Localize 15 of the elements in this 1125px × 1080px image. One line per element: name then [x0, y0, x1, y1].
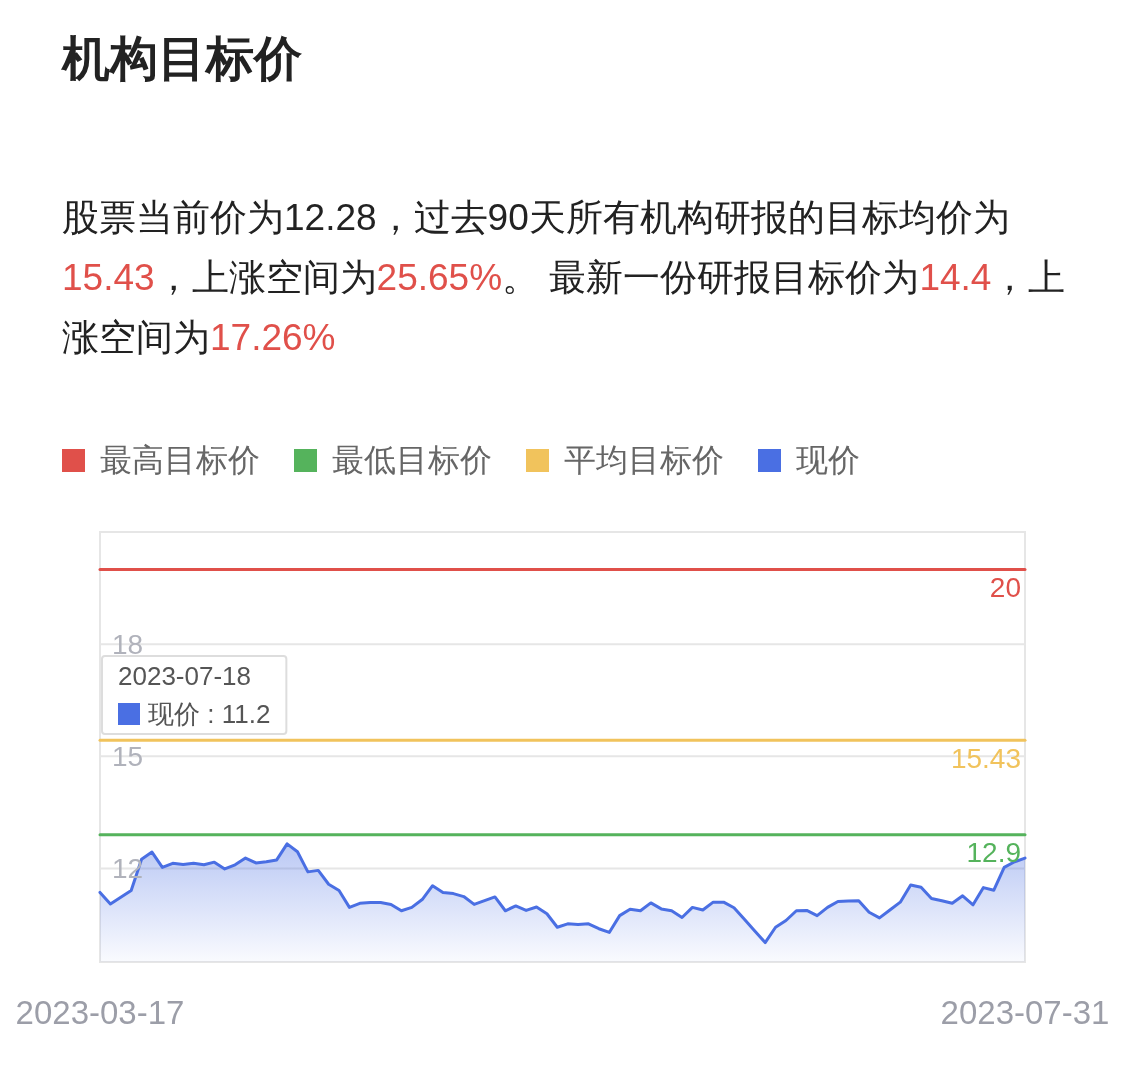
legend-label: 最高目标价 [100, 442, 260, 478]
annotation: 现价 : 11.2 [148, 699, 271, 729]
annotation: 2023-07-18 [118, 661, 251, 691]
x-tick-label: 2023-07-31 [940, 993, 1110, 1031]
data-label: 20 [989, 571, 1021, 603]
y-tick-label: 15 [112, 740, 144, 772]
data-label: 12.9 [966, 837, 1021, 869]
x-tick-label: 2023-03-17 [15, 993, 185, 1031]
text: 股票当前价为12.28，过去90天所有机构研报的目标均价为15.43，上涨空间为25.65%。 最新一份研报目标价为14.4，上涨空间为17.26% [62, 197, 1066, 358]
chart-title: 机构目标价 [60, 31, 302, 85]
legend-label: 现价 [796, 442, 860, 478]
legend-label: 最低目标价 [332, 442, 492, 478]
tooltip: 2023-07-18 现价 : 11.2 [101, 655, 288, 735]
data-label: 15.43 [950, 742, 1021, 774]
legend-label: 平均目标价 [564, 442, 724, 478]
